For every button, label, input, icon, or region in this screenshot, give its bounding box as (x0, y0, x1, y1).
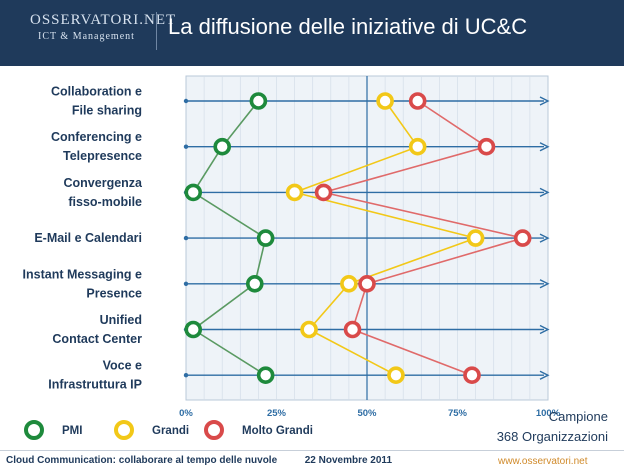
category-axis-arrow (539, 233, 550, 243)
data-point (285, 183, 304, 202)
category-label: fisso-mobile (68, 195, 142, 209)
header-divider (156, 12, 157, 50)
data-point (466, 229, 485, 247)
category-axis-arrow (539, 370, 550, 380)
data-point (358, 275, 376, 293)
category-label: File sharing (72, 104, 142, 118)
data-point (213, 137, 231, 156)
category-label: Instant Messaging e (23, 267, 143, 281)
data-point (340, 275, 358, 293)
category-axis-arrow (539, 324, 550, 335)
data-point (245, 275, 264, 293)
category-axis-arrow (539, 96, 550, 106)
data-point (477, 137, 496, 156)
category-label: Collaboration e (51, 85, 142, 99)
legend-label: PMI (62, 425, 82, 437)
category-label: E-Mail e Calendari (34, 231, 142, 245)
x-tick-label: 50% (357, 408, 377, 419)
category-label: Telepresence (63, 149, 142, 163)
footer-url[interactable]: www.osservatori.net (498, 456, 588, 467)
data-point (408, 137, 427, 156)
footer-date: 22 Novembre 2011 (304, 455, 392, 466)
footer-caption: Cloud Communication: collaborare al temp… (6, 455, 392, 466)
category-axis-arrow (539, 279, 550, 289)
data-point (256, 366, 275, 385)
legend-marker (114, 420, 134, 440)
legend-marker (24, 420, 44, 440)
legend-label: Grandi (152, 425, 189, 437)
chart-svg: Collaboration e File sharing Conferencing … (23, 75, 608, 444)
x-tick-label: 25% (267, 408, 287, 419)
data-point (463, 366, 481, 385)
category-label: Contact Center (52, 332, 142, 346)
x-tick-label: 100% (536, 408, 561, 419)
footer-title: Cloud Communication: collaborare al temp… (6, 455, 278, 466)
category-axis-origin (183, 373, 189, 378)
footer-divider (0, 450, 624, 451)
logo: OSSERVATORI.NET ICT & Management (30, 12, 176, 42)
category-axis-origin (183, 235, 189, 241)
data-point (376, 92, 394, 110)
data-point (256, 229, 275, 247)
category-label: Presence (86, 286, 142, 300)
category-label: Unified (100, 313, 142, 327)
data-point (387, 366, 405, 385)
category-axis-origin (183, 98, 189, 104)
legend-marker (204, 420, 224, 440)
data-point (408, 92, 427, 110)
category-axis-origin (183, 281, 189, 286)
chart-container: Collaboration e File sharing Conferencing … (0, 66, 624, 446)
data-point (184, 183, 203, 202)
x-tick-label: 75% (448, 408, 468, 419)
x-tick-label: 0% (179, 408, 193, 419)
data-point (249, 92, 268, 110)
category-axis-origin (183, 144, 189, 149)
data-point (343, 320, 362, 339)
sample-label: Campione (549, 409, 608, 424)
data-point (300, 320, 318, 339)
category-label: Infrastruttura IP (48, 378, 142, 392)
data-point (513, 229, 532, 247)
category-axis-arrow (539, 187, 550, 198)
category-label: Convergenza (64, 176, 144, 190)
category-axis-arrow (539, 142, 550, 152)
data-point (184, 320, 203, 339)
sample-count: 368 Organizzazioni (497, 429, 608, 444)
header-bar: OSSERVATORI.NET ICT & Management La diff… (0, 0, 624, 66)
category-label: Voce e (103, 359, 142, 373)
page-title: La diffusione delle iniziative di UC&C (168, 14, 528, 39)
data-point (314, 183, 333, 202)
logo-title: OSSERVATORI.NET (30, 12, 177, 28)
logo-subtitle: ICT & Management (38, 31, 135, 42)
legend-label: Molto Grandi (242, 425, 313, 437)
category-label: Conferencing e (51, 130, 142, 144)
